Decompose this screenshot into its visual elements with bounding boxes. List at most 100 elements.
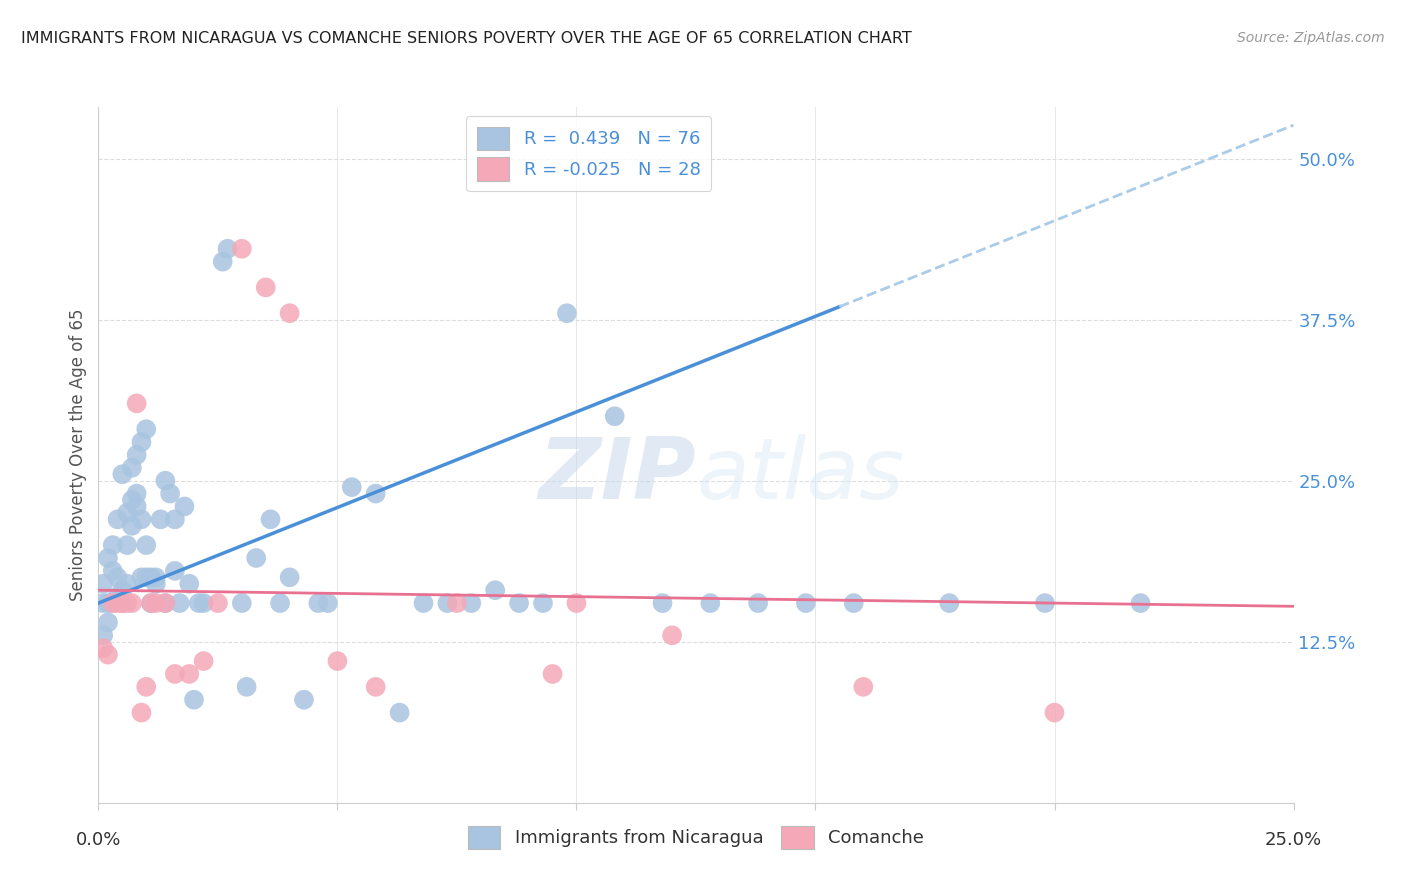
Point [278,570,301,584]
Point [173,500,195,514]
Point [91,596,114,610]
Point [938,596,960,610]
Point [193,596,215,610]
Point [412,596,434,610]
Point [115,506,138,520]
Point [101,538,124,552]
Point [207,596,229,610]
Point [121,493,143,508]
Point [111,467,134,482]
Legend: Immigrants from Nicaragua, Comanche: Immigrants from Nicaragua, Comanche [461,819,931,856]
Point [155,474,177,488]
Point [388,706,411,720]
Point [794,596,817,610]
Point [269,596,291,610]
Point [125,448,148,462]
Point [1043,706,1066,720]
Point [651,596,673,610]
Point [699,596,721,610]
Point [747,596,769,610]
Point [107,512,129,526]
Point [149,512,172,526]
Point [565,596,588,610]
Point [484,583,506,598]
Point [115,538,138,552]
Point [131,435,153,450]
Point [364,486,387,500]
Point [135,680,157,694]
Point [193,654,215,668]
Point [121,596,143,610]
Point [91,641,114,656]
Point [121,518,143,533]
Point [97,596,120,610]
Point [235,680,257,694]
Point [159,486,181,500]
Point [107,596,129,610]
Point [111,596,134,610]
Point [111,596,134,610]
Point [340,480,363,494]
Point [842,596,865,610]
Point [541,667,564,681]
Point [231,242,253,256]
Text: 0.0%: 0.0% [76,831,121,849]
Point [107,590,129,604]
Point [111,583,134,598]
Point [115,576,138,591]
Point [179,667,201,681]
Point [145,570,167,584]
Point [97,648,120,662]
Point [145,576,167,591]
Point [364,680,387,694]
Point [155,596,177,610]
Point [101,596,124,610]
Point [231,596,253,610]
Point [135,570,157,584]
Point [97,615,120,630]
Point [97,551,120,566]
Point [217,242,239,256]
Text: IMMIGRANTS FROM NICARAGUA VS COMANCHE SENIORS POVERTY OVER THE AGE OF 65 CORRELA: IMMIGRANTS FROM NICARAGUA VS COMANCHE SE… [21,31,912,46]
Point [163,512,186,526]
Point [145,596,167,610]
Point [125,500,148,514]
Point [254,280,277,294]
Point [259,512,281,526]
Point [139,596,162,610]
Point [1033,596,1056,610]
Text: atlas: atlas [696,434,904,517]
Point [307,596,329,610]
Point [135,538,157,552]
Point [278,306,301,320]
Point [91,576,114,591]
Text: ZIP: ZIP [538,434,696,517]
Point [131,706,153,720]
Point [460,596,482,610]
Point [101,564,124,578]
Point [555,306,578,320]
Point [135,422,157,436]
Point [139,570,162,584]
Point [852,680,875,694]
Point [155,596,177,610]
Point [101,596,124,610]
Point [91,628,114,642]
Point [326,654,349,668]
Point [121,460,143,475]
Point [1129,596,1152,610]
Y-axis label: Seniors Poverty Over the Age of 65: Seniors Poverty Over the Age of 65 [69,309,87,601]
Text: 25.0%: 25.0% [1265,831,1322,849]
Point [125,486,148,500]
Point [531,596,554,610]
Point [183,692,205,706]
Point [115,596,138,610]
Point [292,692,315,706]
Point [131,512,153,526]
Point [436,596,458,610]
Point [187,596,209,610]
Point [446,596,468,610]
Point [163,564,186,578]
Point [139,596,162,610]
Text: Source: ZipAtlas.com: Source: ZipAtlas.com [1237,31,1385,45]
